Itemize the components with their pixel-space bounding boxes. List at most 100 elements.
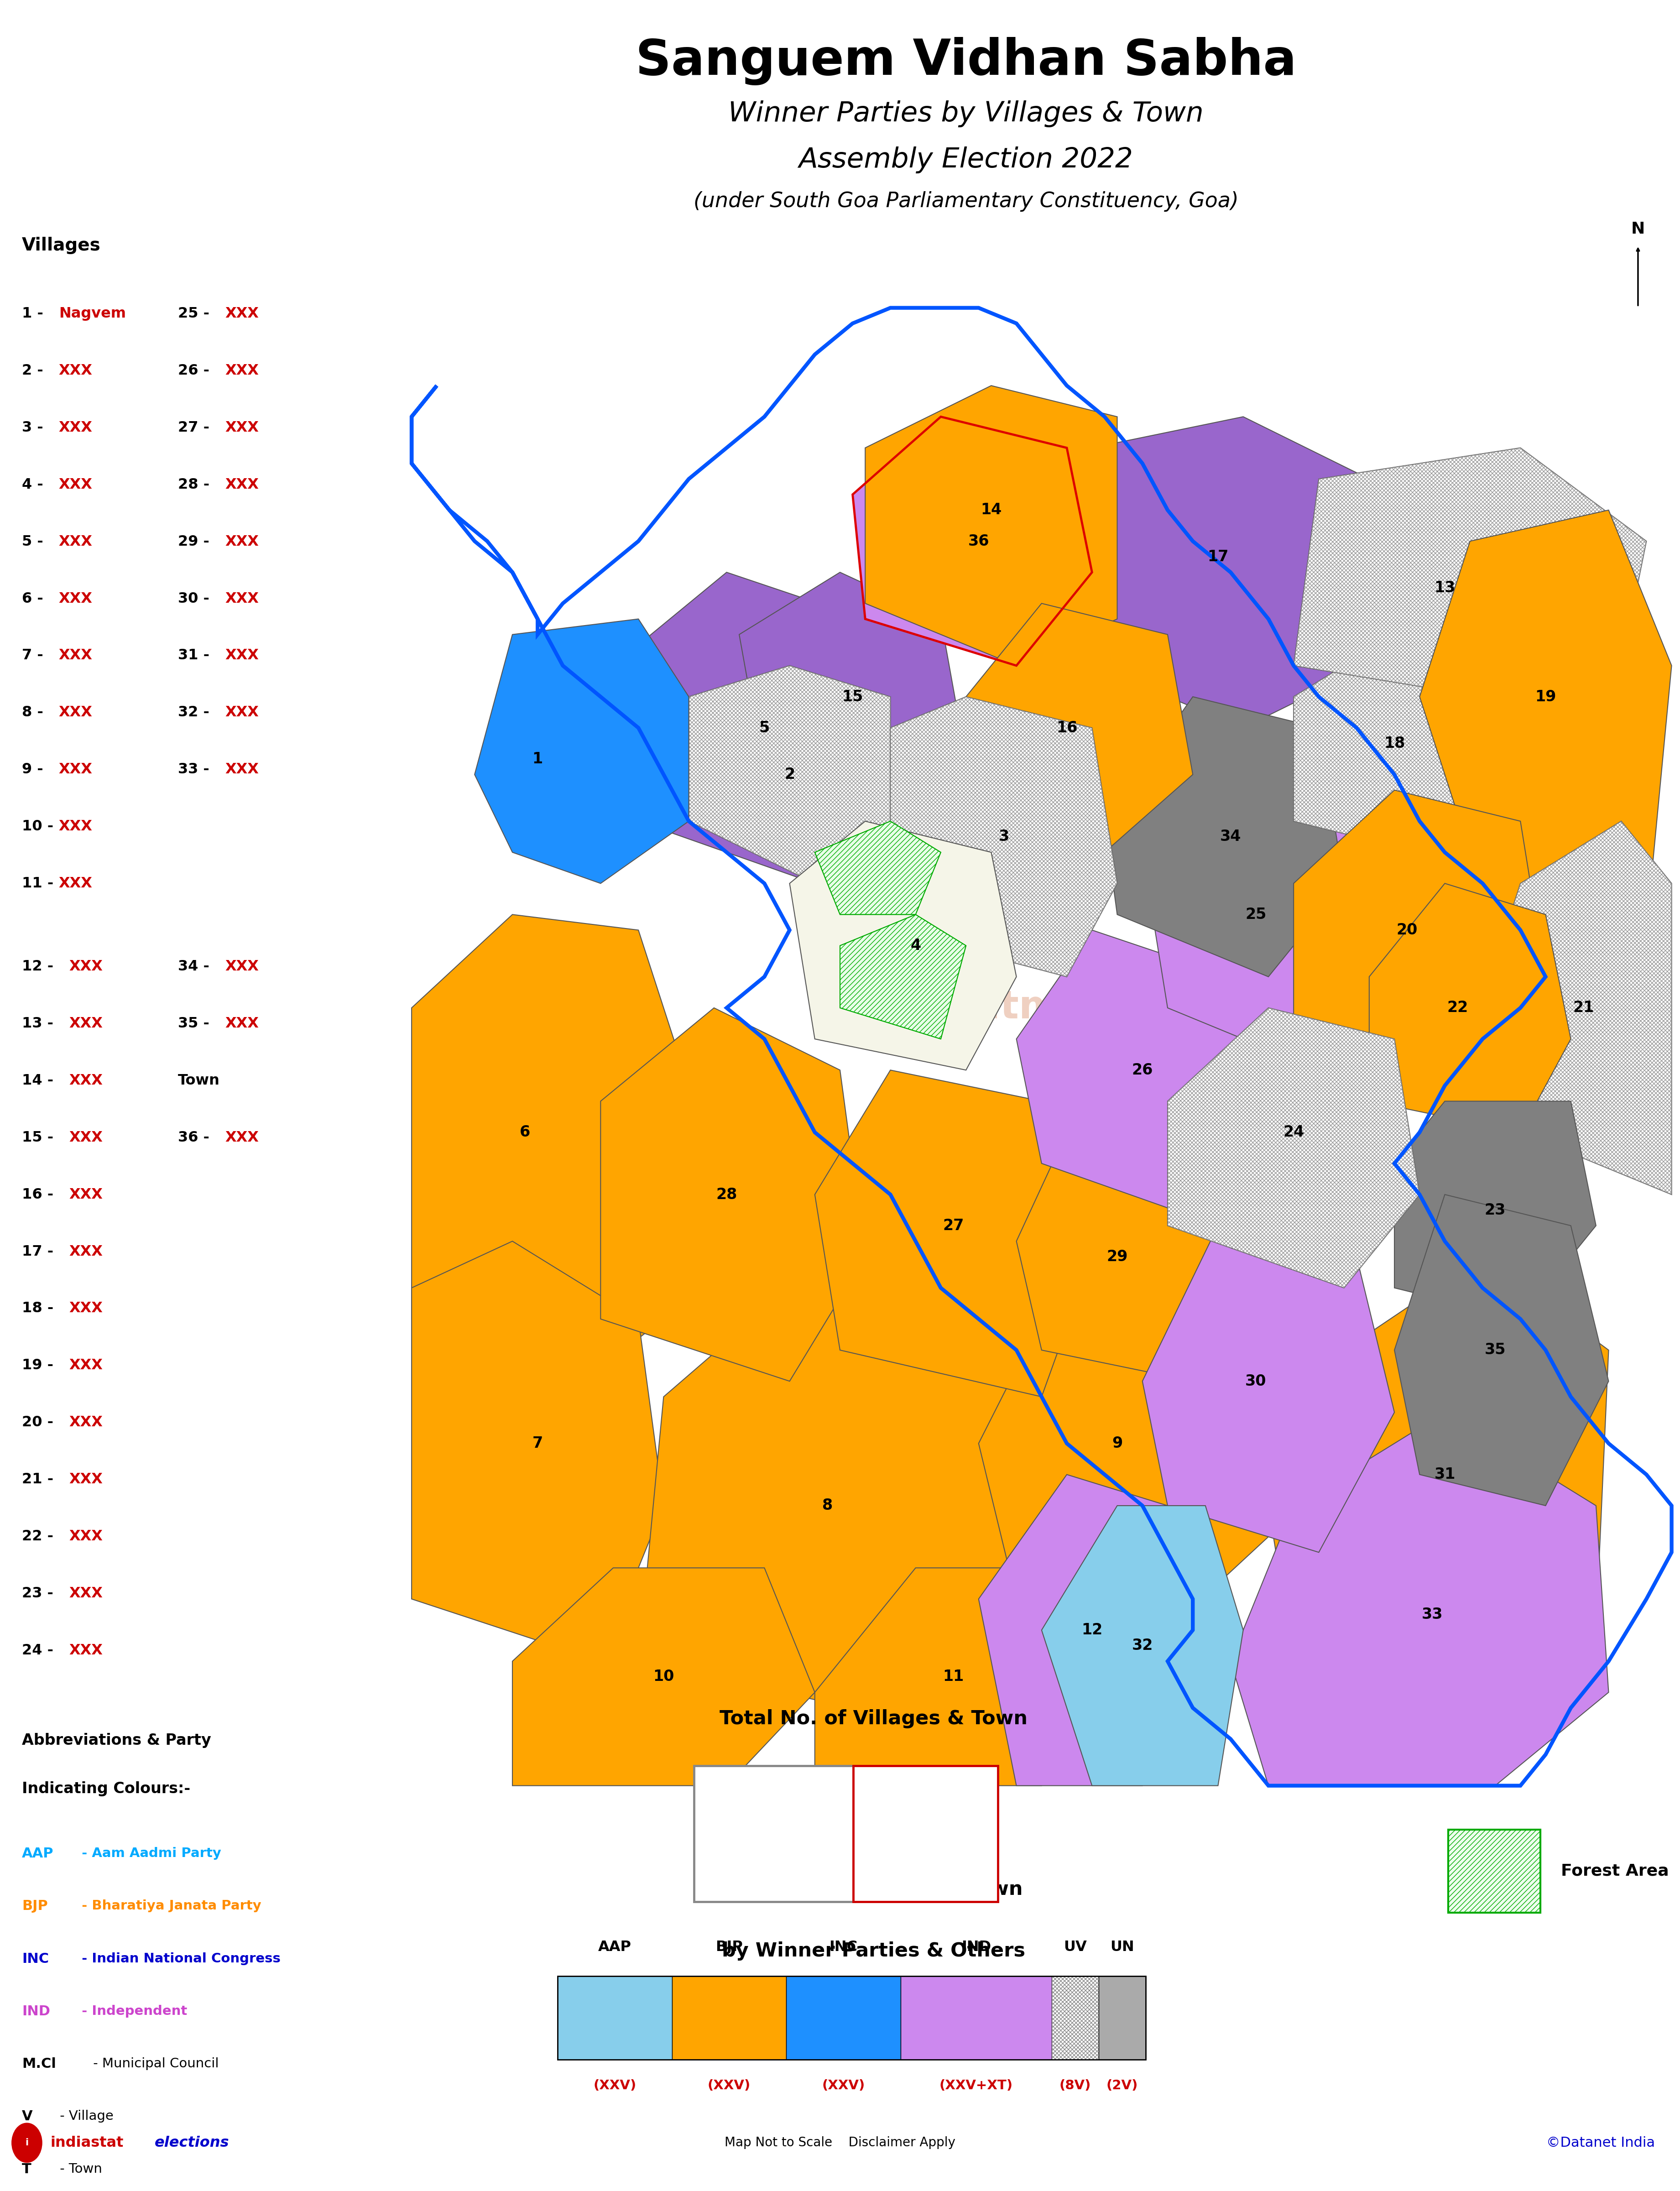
Text: (2V): (2V) [1107, 2079, 1137, 2092]
Polygon shape [1042, 1505, 1243, 1786]
Text: XXX: XXX [225, 364, 259, 377]
Text: (XXV): (XXV) [822, 2079, 865, 2092]
Bar [558, 1976, 1146, 2060]
Text: 35: 35 [1485, 1343, 1505, 1358]
Text: 5 -: 5 - [22, 535, 44, 548]
Text: XXX: XXX [225, 421, 259, 434]
Text: 25 -: 25 - [178, 307, 210, 320]
Text: XXX: XXX [69, 1301, 102, 1315]
Text: XXX: XXX [69, 1472, 102, 1485]
Text: XXX: XXX [69, 1415, 102, 1429]
Text: 31 -: 31 - [178, 649, 210, 662]
Text: UN: UN [1110, 1941, 1134, 1954]
Polygon shape [978, 1288, 1268, 1630]
Text: XXX: XXX [225, 307, 259, 320]
Text: XXX: XXX [69, 1131, 102, 1144]
Polygon shape [1268, 1258, 1608, 1709]
Text: 1: 1 [919, 1851, 932, 1869]
Text: ©Datanet India: ©Datanet India [1546, 2136, 1655, 2149]
Bar [558, 1976, 672, 2060]
Text: - Village: - Village [55, 2110, 113, 2123]
Text: XXX: XXX [59, 819, 92, 833]
Bar [1052, 1976, 1099, 2060]
Text: XXX: XXX [59, 478, 92, 491]
Text: XXX: XXX [69, 960, 102, 973]
Text: XXX: XXX [69, 1244, 102, 1258]
Bar [1448, 1829, 1541, 1913]
Text: 35: 35 [763, 1851, 786, 1869]
Polygon shape [412, 1240, 664, 1661]
Text: XXX: XXX [59, 592, 92, 605]
Polygon shape [1394, 1102, 1596, 1319]
Text: Winner Parties by Villages & Town: Winner Parties by Villages & Town [729, 101, 1203, 127]
Text: 15 -: 15 - [22, 1131, 54, 1144]
FancyBboxPatch shape [853, 1766, 998, 1902]
Text: Total No. of Villages & Town: Total No. of Villages & Town [719, 1709, 1028, 1729]
Text: i: i [25, 2138, 29, 2147]
Text: V: V [22, 2110, 32, 2123]
Text: Indicating Colours:-: Indicating Colours:- [22, 1781, 190, 1797]
Text: 35 -: 35 - [178, 1017, 210, 1030]
Text: 20 -: 20 - [22, 1415, 54, 1429]
Text: UV: UV [1063, 1941, 1087, 1954]
Polygon shape [852, 416, 1092, 666]
Text: 34: 34 [1220, 828, 1242, 844]
Text: 32: 32 [1132, 1639, 1152, 1654]
Text: Abbreviations & Party: Abbreviations & Party [22, 1733, 212, 1748]
Text: Assembly Election 2022: Assembly Election 2022 [798, 147, 1134, 173]
Polygon shape [815, 1069, 1092, 1398]
Text: 23: 23 [1485, 1203, 1505, 1218]
Text: 23 -: 23 - [22, 1586, 54, 1599]
Polygon shape [815, 822, 941, 914]
Text: (8V): (8V) [1060, 2079, 1090, 2092]
Text: (XXV+XT): (XXV+XT) [939, 2079, 1013, 2092]
Text: 27: 27 [942, 1218, 964, 1234]
Text: 13: 13 [1435, 581, 1455, 596]
Text: IND: IND [22, 2005, 50, 2018]
Text: M.Cl: M.Cl [22, 2057, 55, 2070]
Text: 21: 21 [1572, 1001, 1594, 1014]
Text: 1 -: 1 - [22, 307, 44, 320]
Text: 25: 25 [1245, 907, 1267, 922]
Text: XXX: XXX [59, 876, 92, 890]
Polygon shape [638, 1288, 1042, 1709]
Text: XXX: XXX [225, 535, 259, 548]
Text: XXX: XXX [69, 1074, 102, 1087]
Text: - Municipal Council: - Municipal Council [89, 2057, 218, 2070]
Text: 33: 33 [1421, 1606, 1443, 1621]
Text: 22: 22 [1446, 1001, 1468, 1014]
Text: XXX: XXX [225, 706, 259, 719]
Text: Sanguem Vidhan Sabha: Sanguem Vidhan Sabha [635, 37, 1297, 85]
Text: Town (T): Town (T) [895, 1792, 956, 1805]
Text: 30: 30 [1245, 1374, 1267, 1389]
Text: 24 -: 24 - [22, 1643, 54, 1656]
Text: XXX: XXX [225, 592, 259, 605]
Text: Nagvem: Nagvem [59, 307, 126, 320]
Text: - Indian National Congress: - Indian National Congress [77, 1952, 281, 1965]
Text: 29: 29 [1107, 1249, 1127, 1264]
Polygon shape [815, 1569, 1105, 1786]
Text: 6: 6 [519, 1124, 531, 1139]
Text: 2 -: 2 - [22, 364, 44, 377]
Text: 31: 31 [1435, 1468, 1455, 1481]
Text: Village (V): Village (V) [738, 1792, 811, 1805]
Text: 2: 2 [785, 767, 795, 782]
Text: XXX: XXX [59, 762, 92, 776]
Text: 11: 11 [942, 1670, 964, 1685]
Text: XXX: XXX [59, 649, 92, 662]
Circle shape [12, 2123, 42, 2163]
Text: AAP: AAP [598, 1941, 632, 1954]
Polygon shape [739, 572, 966, 822]
Polygon shape [1016, 1133, 1243, 1380]
Text: 17: 17 [1208, 550, 1228, 565]
Polygon shape [689, 666, 890, 883]
Text: XXX: XXX [69, 1358, 102, 1372]
Text: 36: 36 [968, 535, 990, 548]
Polygon shape [1105, 697, 1344, 977]
Text: 7 -: 7 - [22, 649, 44, 662]
Text: 8 -: 8 - [22, 706, 44, 719]
Text: 16: 16 [1057, 721, 1077, 736]
Text: INC: INC [22, 1952, 49, 1965]
Text: (under South Goa Parliamentary Constituency, Goa): (under South Goa Parliamentary Constitue… [694, 191, 1238, 213]
Text: 14 -: 14 - [22, 1074, 54, 1087]
